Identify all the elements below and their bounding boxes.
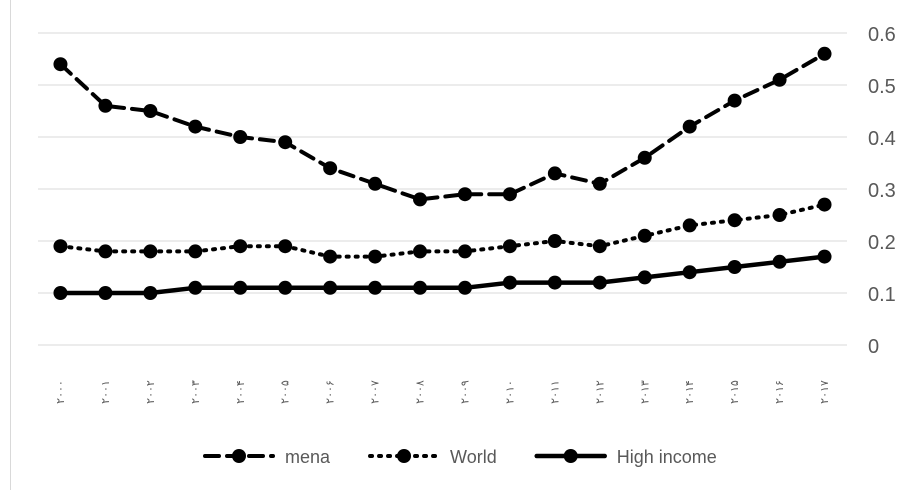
x-tick-label: ۲۰۱۴: [683, 380, 696, 404]
y-tick-label: 0.3: [868, 180, 896, 202]
data-point: [188, 280, 203, 295]
data-point: [233, 239, 248, 254]
data-point: [502, 187, 517, 202]
data-point: [592, 176, 607, 191]
data-point: [278, 135, 293, 150]
legend-swatch-marker: [397, 449, 412, 463]
data-point: [772, 254, 787, 269]
x-tick-label: ۲۰۰۰: [54, 380, 67, 404]
data-point: [413, 244, 428, 259]
data-point: [53, 57, 68, 72]
data-point: [233, 280, 248, 295]
y-tick-label: 0.5: [868, 76, 896, 98]
data-point: [323, 249, 338, 264]
x-tick-label: ۲۰۱۰: [503, 380, 516, 404]
data-point: [98, 244, 113, 259]
x-tick-label: ۲۰۱۵: [728, 380, 741, 404]
data-point: [278, 239, 293, 254]
x-tick-label: ۲۰۰۶: [324, 380, 337, 404]
x-tick-label: ۲۰۱۱: [548, 380, 561, 404]
data-point: [413, 192, 428, 207]
data-point: [368, 249, 383, 264]
data-point: [772, 208, 787, 222]
x-tick-label: ۲۰۰۷: [369, 380, 382, 404]
data-point: [457, 280, 472, 295]
x-tick-label: ۲۰۱۶: [773, 380, 786, 404]
data-point: [143, 244, 158, 259]
data-point: [278, 280, 293, 295]
data-point: [592, 275, 607, 290]
legend-label: World: [450, 447, 497, 467]
frame-rule: [10, 0, 11, 490]
data-point: [547, 234, 562, 248]
data-point: [53, 286, 68, 300]
data-point: [457, 244, 472, 259]
legend-swatch-marker: [563, 449, 578, 463]
data-point: [817, 197, 832, 212]
data-point: [637, 150, 652, 165]
series-line-1: [58, 202, 827, 259]
x-tick-label: ۲۰۰۳: [189, 380, 202, 404]
data-point: [98, 286, 113, 300]
data-point: [682, 265, 697, 280]
x-tick-label: ۲۰۰۹: [458, 380, 471, 404]
x-tick-label: ۲۰۰۲: [144, 380, 157, 404]
data-point: [817, 249, 832, 264]
data-point: [592, 239, 607, 254]
x-tick-label: ۲۰۱۲: [593, 380, 606, 404]
data-point: [188, 119, 203, 134]
data-point: [727, 213, 742, 228]
data-point: [817, 46, 832, 61]
data-point: [727, 260, 742, 274]
legend-label: High income: [617, 447, 717, 467]
data-point: [143, 104, 158, 118]
data-point: [682, 119, 697, 134]
data-point: [323, 280, 338, 295]
legend-label: mena: [285, 447, 331, 467]
data-point: [502, 275, 517, 290]
data-point: [727, 93, 742, 108]
data-point: [502, 239, 517, 254]
data-point: [547, 166, 562, 181]
series-line-0: [58, 51, 827, 202]
legend-swatch-marker: [232, 449, 246, 463]
y-tick-label: 0.6: [868, 24, 896, 46]
data-point: [637, 228, 652, 243]
x-tick-label: ۲۰۰۸: [414, 380, 427, 404]
data-point: [457, 187, 472, 202]
data-point: [413, 280, 428, 295]
x-tick-label: ۲۰۰۴: [234, 380, 247, 404]
data-point: [323, 161, 338, 176]
y-tick-label: 0.2: [868, 232, 896, 254]
x-tick-label: ۲۰۰۵: [279, 380, 292, 404]
x-tick-label: ۲۰۰۱: [99, 380, 112, 404]
data-point: [368, 176, 383, 191]
y-tick-label: 0.4: [868, 128, 896, 150]
data-point: [233, 130, 248, 144]
data-point: [772, 72, 787, 87]
series-line-2: [58, 254, 827, 296]
data-point: [98, 98, 113, 113]
x-tick-label: ۲۰۱۷: [818, 380, 831, 404]
y-tick-label: 0: [868, 336, 879, 358]
data-point: [682, 218, 697, 233]
y-tick-label: 0.1: [868, 284, 896, 306]
data-point: [188, 244, 203, 259]
data-point: [547, 275, 562, 290]
data-point: [53, 239, 68, 254]
data-point: [637, 270, 652, 285]
x-tick-label: ۲۰۱۳: [638, 380, 651, 404]
data-point: [143, 286, 158, 300]
data-point: [368, 280, 383, 295]
